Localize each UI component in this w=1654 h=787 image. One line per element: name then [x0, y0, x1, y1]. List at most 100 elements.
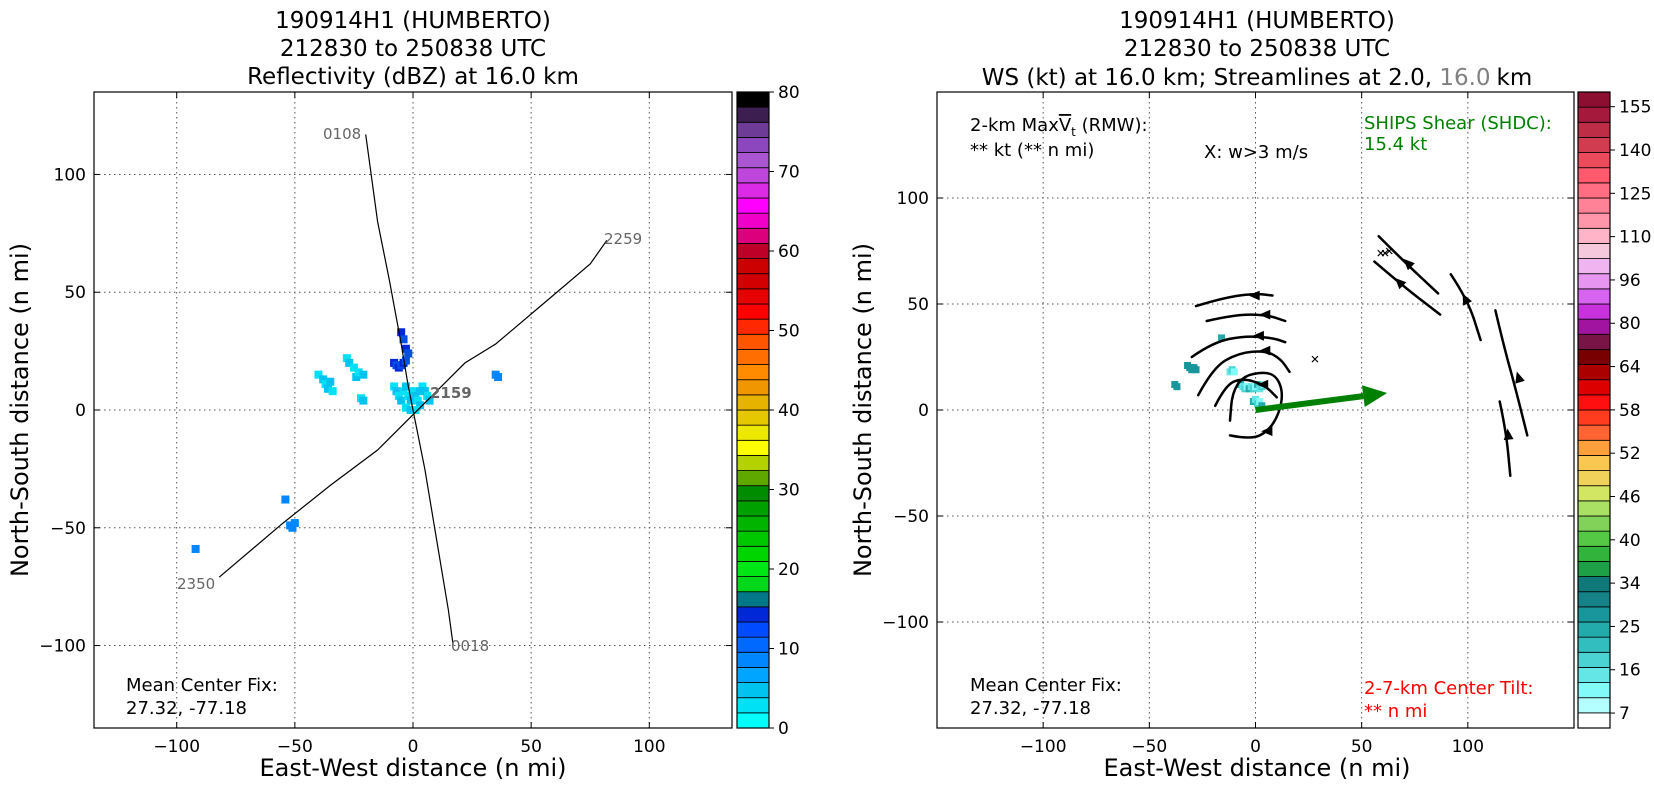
colorbar-tick-label: 0 — [778, 719, 789, 739]
vertical-velocity-markers — [1311, 247, 1393, 363]
colorbar-swatch — [736, 273, 770, 290]
reflectivity-cell — [413, 396, 422, 405]
reflectivity-cell — [359, 396, 368, 405]
reflectivity-cell — [326, 377, 335, 386]
reflectivity-cell — [314, 370, 323, 379]
w-note: X: w>3 m/s — [1204, 142, 1308, 163]
reflectivity-cell — [342, 354, 351, 363]
reflectivity-cell — [359, 370, 368, 379]
rmw-label: 2-km MaxVt (RMW): — [970, 115, 1148, 139]
x-tick-label: −50 — [277, 737, 313, 757]
x-tick-label: 100 — [633, 737, 665, 757]
flight-tracks — [218, 134, 608, 646]
streamline-arrowhead — [1252, 330, 1264, 341]
reflectivity-cell — [425, 396, 434, 405]
colorbar-tick-label: 155 — [1619, 98, 1651, 118]
colorbar-swatch — [1577, 137, 1611, 153]
reflectivity-cell — [404, 391, 413, 400]
colorbar-swatch — [1577, 545, 1611, 562]
shear-arrow-head — [1361, 385, 1388, 408]
colorbar-swatch — [1577, 439, 1611, 456]
colorbar-swatch — [1577, 197, 1611, 214]
y-tick-label: 50 — [64, 283, 86, 303]
colorbar-swatch — [1577, 530, 1611, 547]
flight-track — [218, 240, 608, 578]
colorbar-swatch — [736, 545, 770, 562]
colorbar-swatch — [736, 712, 770, 729]
axis-ticks: −100 −50 0 50 100 −100 −50 0 50 100 — [39, 92, 732, 757]
colorbar-tick-label: 64 — [1619, 358, 1641, 378]
colorbar-swatch — [1577, 364, 1611, 381]
reflectivity-cell — [290, 519, 299, 528]
reflectivity-cell — [401, 403, 410, 412]
colorbar-tick-label: 25 — [1619, 617, 1641, 637]
x-tick-label: −50 — [1131, 737, 1167, 757]
colorbar-tick-label: 70 — [778, 163, 800, 183]
shear-arrow-shaft — [1255, 393, 1364, 413]
reflectivity-cell — [191, 544, 200, 553]
reflectivity-cell — [409, 387, 417, 396]
colorbar-swatch — [1577, 697, 1611, 714]
reflectivity-cell — [399, 387, 408, 396]
colorbar-swatch — [736, 530, 770, 547]
reflectivity-cell — [399, 335, 408, 344]
y-axis-label: North-South distance (n mi) — [6, 243, 34, 577]
y-tick-label: 0 — [75, 401, 86, 421]
y-tick-label: −50 — [50, 519, 86, 539]
center-fix-value: 27.32, -77.18 — [126, 698, 247, 719]
wind-speed-cell — [1258, 402, 1266, 410]
colorbar-swatch — [1577, 91, 1611, 108]
colorbar-swatch — [736, 651, 770, 668]
colorbar-tick-label: 16 — [1619, 661, 1641, 681]
colorbar-swatch — [1577, 561, 1611, 577]
wind-speed-cell — [1192, 366, 1200, 374]
reflectivity-cell — [328, 387, 337, 396]
colorbar-swatch — [1577, 318, 1611, 335]
colorbar-swatch — [736, 424, 770, 441]
center-fix-label: Mean Center Fix: — [970, 675, 1122, 696]
colorbar-tick-label: 34 — [1619, 574, 1641, 594]
center-fix-value: 27.32, -77.18 — [970, 698, 1091, 719]
rmw-vt: V — [1059, 115, 1072, 136]
flight-label-2259: 2259 — [604, 230, 642, 248]
colorbar-swatch — [736, 91, 770, 108]
wind-speed-cell — [1252, 395, 1259, 403]
colorbar-swatch — [1577, 621, 1611, 638]
y-tick-label: 50 — [907, 295, 929, 315]
y-tick-label: −100 — [882, 613, 929, 633]
colorbar-swatch — [1577, 273, 1611, 290]
colorbar-swatch — [1577, 651, 1611, 668]
colorbar-tick-label: 7 — [1619, 704, 1630, 724]
shear-vector — [1255, 385, 1388, 413]
colorbar-tick-label: 50 — [778, 322, 800, 342]
reflectivity-cell — [345, 358, 354, 367]
reflectivity-cell — [397, 328, 406, 337]
colorbar-swatch — [1577, 167, 1611, 184]
reflectivity-cell — [354, 368, 363, 377]
title-part: WS (kt) at 16.0 km; Streamlines at 2.0, — [982, 65, 1440, 91]
colorbar-swatch — [1577, 212, 1611, 229]
streamline-arrowhead — [1259, 309, 1271, 320]
colorbar-swatch — [736, 485, 770, 502]
colorbar-swatch — [1577, 106, 1611, 123]
ships-shear-label: SHIPS Shear (SHDC): — [1364, 113, 1552, 134]
reflectivity-cell — [418, 382, 427, 391]
colorbar-swatch — [1577, 349, 1611, 365]
reflectivity-data — [191, 328, 503, 553]
colorbar-swatch — [736, 697, 770, 714]
flight-label-2350: 2350 — [177, 575, 215, 593]
colorbar-swatch — [1577, 470, 1611, 487]
colorbar-swatch — [736, 515, 770, 532]
reflectivity-cell — [321, 380, 330, 389]
colorbar-swatch — [736, 394, 770, 411]
colorbar-swatch — [736, 258, 770, 275]
colorbar-swatch — [1577, 485, 1611, 502]
x-tick-label: 100 — [1452, 737, 1484, 757]
colorbar-swatch — [1577, 455, 1611, 471]
colorbar-swatch — [736, 182, 770, 199]
reflectivity-cell — [319, 375, 328, 384]
colorbar-swatch — [1577, 152, 1611, 169]
colorbar-swatch — [1577, 394, 1611, 411]
wind-speed-cell — [1173, 383, 1181, 391]
colorbar-swatch — [736, 606, 770, 623]
